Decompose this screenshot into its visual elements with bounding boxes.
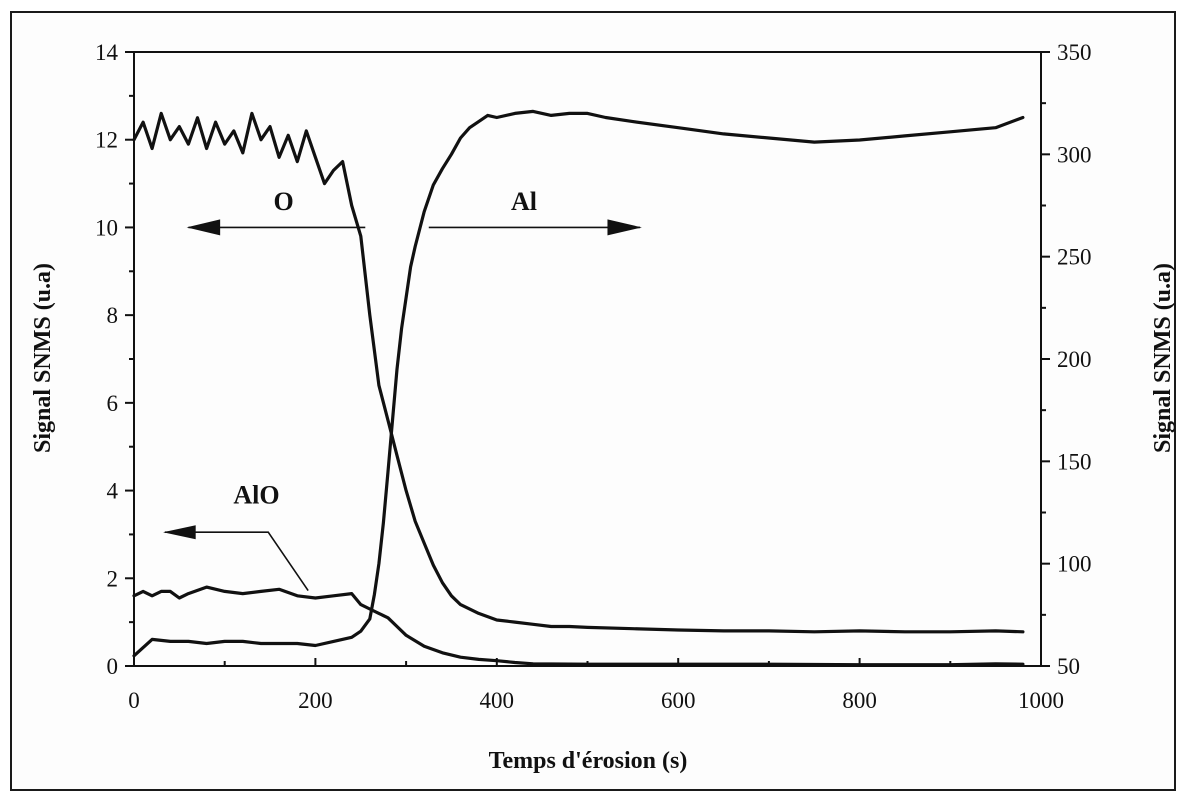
x-tick-label: 400 xyxy=(480,688,515,713)
series-line-o xyxy=(132,111,1025,634)
annotation-label-al: Al xyxy=(511,187,537,216)
arrow-o-head xyxy=(186,219,221,236)
annotation-label-o: O xyxy=(274,187,294,216)
y-right-tick-label: 300 xyxy=(1057,142,1092,167)
ticks: 0 200 400 600 800 1000 0 2 4 6 8 10 12 14 50 100 150 200 2… xyxy=(95,40,1092,713)
y-right-tick-label: 350 xyxy=(1057,40,1092,65)
y-left-tick-label: 2 xyxy=(107,566,119,591)
y-left-tick-label: 0 xyxy=(107,654,119,679)
y-right-tick-label: 250 xyxy=(1057,245,1092,270)
y-right-tick-label: 100 xyxy=(1057,552,1092,577)
x-tick-label: 600 xyxy=(661,688,696,713)
y-left-tick-label: 10 xyxy=(95,215,118,240)
x-tick-label: 800 xyxy=(842,688,877,713)
y-left-tick-label: 14 xyxy=(95,40,119,65)
series-line-alo xyxy=(132,585,1025,667)
y-right-tick-label: 150 xyxy=(1057,449,1092,474)
annotation-label-alo: AlO xyxy=(233,481,279,510)
y-right-tick-label: 200 xyxy=(1057,347,1092,372)
y-right-tick-label: 50 xyxy=(1057,654,1080,679)
x-axis-title: Temps d'érosion (s) xyxy=(489,748,688,774)
y-left-tick-label: 8 xyxy=(107,303,119,328)
arrow-alo-line xyxy=(164,531,309,592)
series-group xyxy=(132,109,1025,667)
x-tick-label: 0 xyxy=(128,688,140,713)
y-axis-left-title: Signal SNMS (u.a) xyxy=(30,263,56,453)
x-tick-label: 200 xyxy=(298,688,333,713)
axes xyxy=(133,51,1042,667)
y-left-tick-label: 6 xyxy=(107,391,119,416)
arrow-al-head xyxy=(607,219,642,236)
x-tick-label: 1000 xyxy=(1018,688,1064,713)
series-line-al xyxy=(132,109,1025,658)
y-left-tick-label: 4 xyxy=(107,479,119,504)
y-left-tick-label: 12 xyxy=(95,128,118,153)
y-axis-right-title: Signal SNMS (u.a) xyxy=(1150,263,1176,453)
arrow-alo-head xyxy=(163,525,196,540)
annotations: O Al AlO xyxy=(163,187,642,592)
